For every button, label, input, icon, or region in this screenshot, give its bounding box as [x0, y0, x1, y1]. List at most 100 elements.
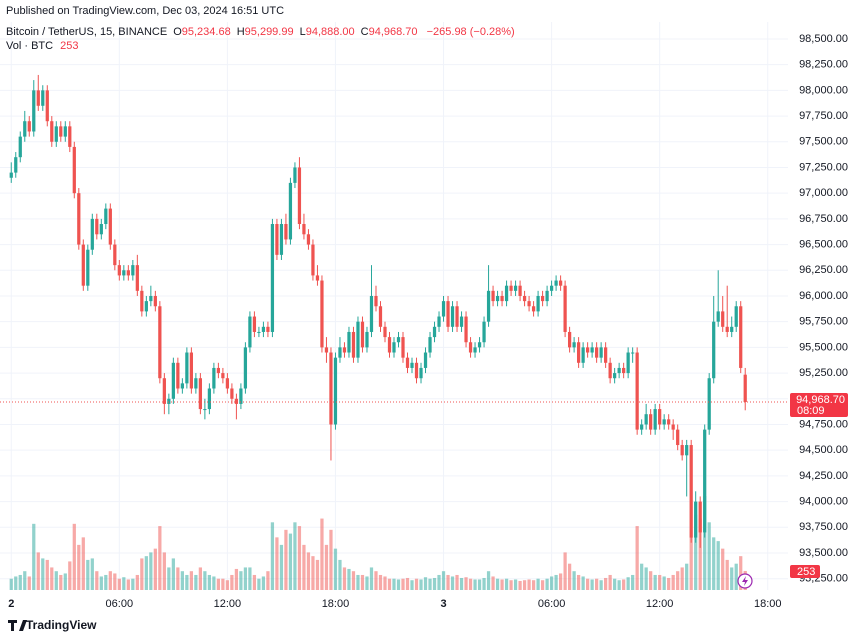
candle-body	[441, 301, 446, 317]
candle-body	[198, 378, 202, 410]
candle-body	[419, 367, 423, 379]
candle-body	[243, 347, 248, 389]
volume-bar	[590, 579, 594, 590]
volume-bar	[131, 578, 135, 590]
y-tick-label: 94,500.00	[799, 444, 848, 456]
volume-bar	[473, 579, 477, 590]
candle-body	[563, 285, 567, 332]
candle-body	[671, 424, 675, 430]
candle-body	[63, 126, 67, 137]
y-tick-label: 97,250.00	[799, 161, 848, 173]
volume-bar	[171, 558, 175, 590]
volume-bar	[459, 577, 464, 590]
volume-bar	[333, 548, 338, 590]
volume-bar	[509, 580, 513, 590]
volume-bar	[347, 568, 351, 590]
volume-bar	[383, 576, 387, 590]
symbol[interactable]: Bitcoin / TetherUS, 15, BINANCE	[6, 26, 168, 38]
volume-bar	[207, 574, 212, 590]
candle-body	[72, 146, 76, 194]
candle-body	[725, 326, 729, 332]
candle-body	[522, 295, 527, 302]
candle-body	[477, 342, 482, 348]
y-tick-label: 97,500.00	[799, 136, 848, 148]
volume-bar	[297, 526, 302, 590]
candle-body	[297, 167, 302, 225]
candle-body	[9, 172, 13, 178]
candle-body	[50, 121, 54, 142]
legend-key: C	[360, 26, 369, 38]
candle-body	[482, 321, 486, 343]
volume-bar	[144, 556, 148, 590]
legend-value: 95,299.99	[244, 26, 294, 38]
x-tick-label: 12:00	[646, 598, 674, 610]
candle-body	[95, 218, 99, 235]
volume-bar	[239, 571, 243, 590]
candle-body	[392, 342, 396, 353]
volume-bar	[387, 578, 392, 590]
volume-bar	[423, 577, 428, 590]
candle-body	[595, 347, 599, 358]
volume-bar	[198, 567, 202, 590]
candle-body	[716, 311, 720, 322]
volume-bar	[734, 563, 738, 590]
volume-bar	[284, 529, 288, 590]
volume-bar	[140, 558, 144, 590]
volume-bar	[117, 578, 121, 590]
candle-body	[356, 321, 360, 358]
y-tick-label: 95,750.00	[799, 316, 848, 328]
y-tick-label: 94,750.00	[799, 418, 848, 430]
volume-bar	[279, 544, 284, 590]
volume-bar	[513, 579, 518, 590]
candle-body	[27, 121, 31, 132]
volume-bar	[23, 571, 27, 590]
candle-body	[203, 409, 207, 411]
brand-logo[interactable]	[8, 620, 27, 631]
candle-body	[360, 321, 365, 348]
volume-bar	[410, 580, 414, 590]
volume-bar	[266, 571, 270, 590]
candle-body	[144, 301, 148, 312]
volume-bar	[108, 571, 112, 590]
volume-bar	[477, 579, 482, 590]
volume-bar	[522, 580, 527, 590]
volume-bar	[248, 567, 252, 590]
candle-body	[635, 352, 639, 430]
x-tick-label: 06:00	[106, 598, 134, 610]
volume-bar	[495, 578, 500, 590]
candle-body	[126, 270, 130, 276]
candle-body	[41, 90, 45, 106]
volume-bar	[167, 567, 171, 590]
volume-line: Vol · BTC 253	[6, 40, 79, 52]
candle-body	[59, 126, 63, 137]
candle-body	[667, 419, 671, 425]
candle-body	[14, 157, 18, 173]
x-tick-label: 2	[8, 598, 14, 610]
candle-body	[252, 316, 257, 332]
volume-bar	[275, 537, 279, 590]
candle-body	[617, 367, 621, 374]
candle-body	[378, 306, 383, 327]
volume-bar	[437, 574, 441, 590]
candle-body	[622, 367, 626, 374]
candle-body	[567, 331, 572, 348]
candle-body	[167, 398, 171, 404]
volume-bar	[586, 578, 590, 590]
candle-body	[468, 342, 473, 353]
volume-bar	[563, 552, 567, 590]
y-tick-label: 97,000.00	[799, 187, 848, 199]
brand-name: TradingView	[26, 618, 97, 632]
volume-layer	[9, 496, 747, 590]
candle-body	[216, 367, 221, 374]
candle-body	[491, 290, 495, 302]
candle-body	[649, 414, 653, 430]
volume-bar	[658, 574, 662, 590]
candle-body	[685, 445, 689, 456]
volume-bar	[721, 548, 725, 590]
y-tick-label: 97,750.00	[799, 110, 848, 122]
volume-bar	[99, 576, 103, 590]
candle-body	[432, 326, 437, 338]
volume-bar	[644, 567, 648, 590]
candle-body	[77, 193, 81, 245]
volume-bar	[351, 571, 356, 590]
